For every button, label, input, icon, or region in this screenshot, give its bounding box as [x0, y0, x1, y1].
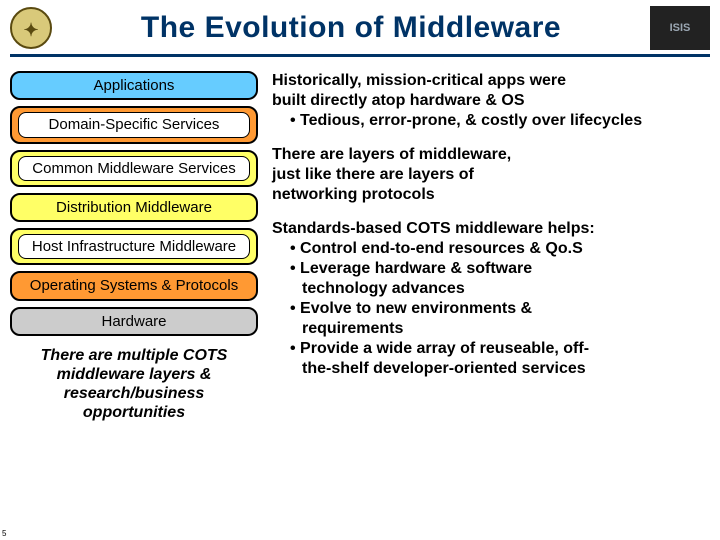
- layer-common-middleware: Common Middleware Services: [10, 150, 258, 187]
- header: ✦ The Evolution of Middleware ISIS: [0, 0, 720, 54]
- left-logo-icon: ✦: [10, 7, 52, 49]
- page-number: 5: [2, 529, 6, 538]
- bullet-cont: the-shelf developer-oriented services: [290, 360, 586, 377]
- layer-inner: Host Infrastructure Middleware: [18, 234, 250, 259]
- stack-caption: There are multiple COTS middleware layer…: [10, 342, 258, 423]
- text-line: Standards-based COTS middleware helps:: [272, 219, 710, 239]
- layer-distribution: Distribution Middleware: [10, 193, 258, 222]
- text-line: There are layers of middleware,: [272, 145, 710, 165]
- text-line: networking protocols: [272, 185, 710, 205]
- bullet-line: • Leverage hardware & software: [272, 259, 710, 279]
- layer-label: Host Infrastructure Middleware: [32, 238, 236, 255]
- paragraph: There are layers of middleware, just lik…: [272, 145, 710, 205]
- layer-label: Domain-Specific Services: [49, 116, 220, 133]
- layer-inner: Domain-Specific Services: [18, 112, 250, 137]
- slide-title: The Evolution of Middleware: [60, 11, 642, 45]
- bullet-line: • Evolve to new environments &: [272, 299, 710, 319]
- layer-os: Operating Systems & Protocols: [10, 271, 258, 300]
- bullet-cont: requirements: [290, 320, 403, 337]
- layer-label: Distribution Middleware: [56, 199, 212, 216]
- bullet-line: • Tedious, error-prone, & costly over li…: [272, 111, 710, 131]
- layer-label: Hardware: [101, 313, 166, 330]
- layer-hardware: Hardware: [10, 307, 258, 336]
- slide: ✦ The Evolution of Middleware ISIS Appli…: [0, 0, 720, 540]
- paragraph: Historically, mission-critical apps were…: [272, 71, 710, 131]
- slide-body: Applications Domain-Specific Services Co…: [0, 65, 720, 423]
- bullet-cont: technology advances: [290, 280, 465, 297]
- text-line: just like there are layers of: [272, 165, 710, 185]
- layer-label: Operating Systems & Protocols: [30, 277, 238, 294]
- bullet-text: Historically, mission-critical apps were…: [272, 71, 710, 423]
- text-line: Historically, mission-critical apps were: [272, 71, 710, 91]
- layer-applications: Applications: [10, 71, 258, 100]
- layer-host-infra: Host Infrastructure Middleware: [10, 228, 258, 265]
- layer-inner: Common Middleware Services: [18, 156, 250, 181]
- layer-stack: Applications Domain-Specific Services Co…: [10, 71, 258, 423]
- paragraph: Standards-based COTS middleware helps: •…: [272, 219, 710, 379]
- text-line: built directly atop hardware & OS: [272, 91, 710, 111]
- title-rule: [10, 54, 710, 57]
- bullet-line: • Control end-to-end resources & Qo.S: [272, 239, 710, 259]
- right-logo-icon: ISIS: [650, 6, 710, 50]
- layer-domain-specific: Domain-Specific Services: [10, 106, 258, 143]
- layer-label: Applications: [94, 77, 175, 94]
- bullet-line: • Provide a wide array of reuseable, off…: [272, 339, 710, 359]
- layer-label: Common Middleware Services: [32, 160, 235, 177]
